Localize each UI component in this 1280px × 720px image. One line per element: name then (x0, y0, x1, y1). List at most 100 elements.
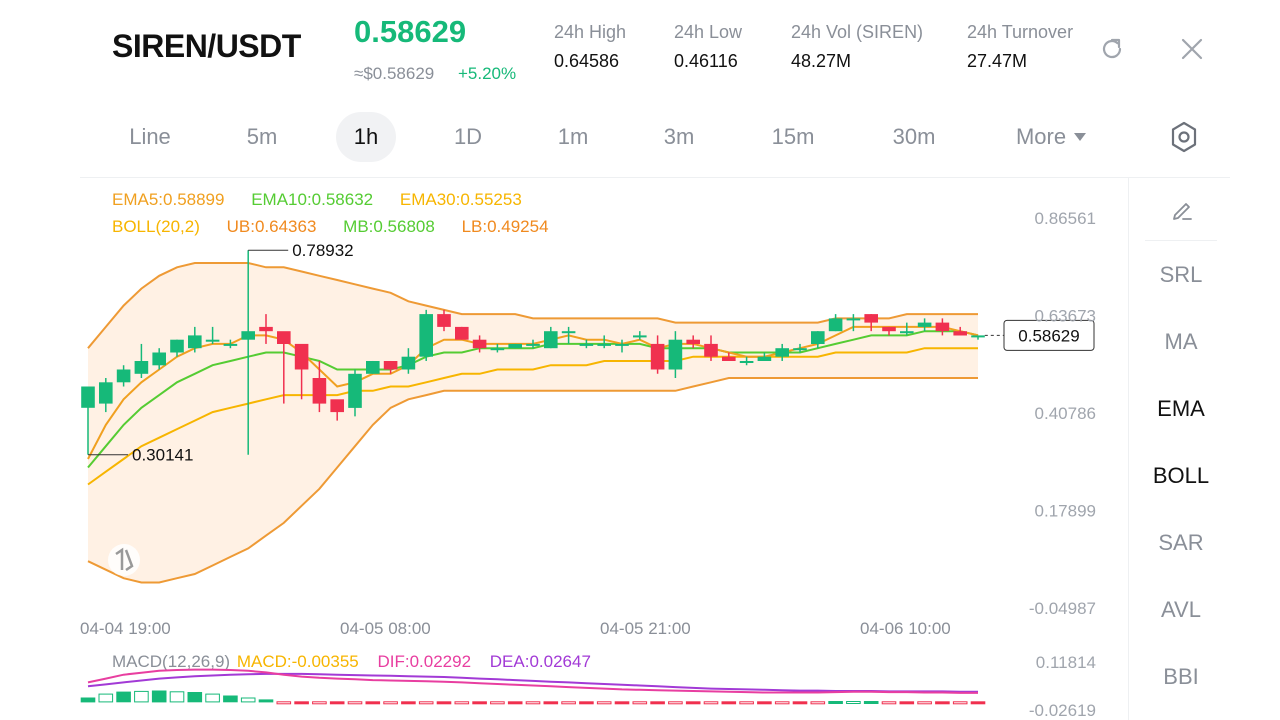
candle-body (757, 356, 772, 361)
indicator-ema[interactable]: EMA (1157, 396, 1205, 421)
tab-line[interactable]: Line (129, 124, 171, 149)
pair-title: SIREN/USDT (112, 28, 301, 64)
macd-hist-bar (507, 701, 523, 705)
macd-hist-bar (596, 701, 612, 705)
candle-body (401, 356, 416, 370)
candle-body (579, 343, 594, 346)
macd-hist-bar (187, 692, 203, 703)
tab-1h[interactable]: 1h (336, 112, 396, 162)
macd-hist-bar (223, 695, 238, 703)
price-markers: 0.78932 0.30141 0.58629 (88, 241, 1095, 465)
macd-histogram (80, 690, 986, 705)
macd-hist-bar (614, 701, 630, 705)
candle-body (739, 361, 754, 363)
stat-value: 0.46116 (674, 51, 738, 71)
dea-line (87, 672, 978, 693)
macd-value-label: MACD:-0.00355 (236, 652, 359, 671)
tab-more[interactable]: More (1006, 112, 1096, 162)
macd-hist-bar (721, 701, 737, 705)
macd-hist-bar (917, 701, 932, 705)
macd-hist-bar (418, 701, 434, 705)
tab-30m[interactable]: 30m (892, 124, 936, 149)
tab-1m[interactable]: 1m (557, 124, 589, 149)
refresh-icon[interactable] (1097, 34, 1127, 64)
candle-body (508, 343, 522, 349)
candles (81, 250, 985, 455)
candle-body (277, 331, 291, 344)
pencil-icon[interactable] (1169, 196, 1195, 222)
macd-hist-bar (116, 691, 131, 703)
indicator-srl[interactable]: SRL (1159, 262, 1203, 287)
candle-body (650, 343, 665, 370)
current-price-box (1003, 319, 1095, 351)
tab-1d[interactable]: 1D (453, 124, 483, 149)
candle-body (366, 361, 380, 374)
candle-body (490, 348, 505, 351)
timeframe-tabs: Line 5m 1h 1D 1m 3m 15m 30m More (0, 112, 1280, 162)
indicator-boll[interactable]: BOLL (1152, 463, 1210, 488)
candle-body (116, 369, 131, 383)
side-divider (1145, 240, 1217, 241)
indicator-sar[interactable]: SAR (1158, 530, 1204, 555)
macd-hist-bar (454, 701, 470, 705)
boll-band-fill (88, 263, 978, 583)
stat-label: 24h Vol (SIREN) (791, 22, 924, 42)
candlestick-chart[interactable]: 0.78932 0.30141 0.58629 0.86561 0.63673 0.40… (0, 178, 1128, 648)
hexagon-gear-icon[interactable] (1168, 120, 1200, 154)
indicator-ma[interactable]: MA (1164, 329, 1198, 354)
indicator-avl[interactable]: AVL (1161, 597, 1201, 622)
candle-body (312, 378, 327, 404)
candle-body (419, 314, 433, 357)
more-label: More (1015, 124, 1067, 149)
macd-hist-bar (436, 701, 452, 705)
macd-hist-bar (205, 693, 220, 703)
time-axis: 04-04 19:00 04-05 08:00 04-05 21:00 04-06 1… (80, 619, 951, 638)
macd-chart[interactable]: 0.11814 -0.02619 (0, 648, 1128, 720)
macd-hist-bar (258, 699, 274, 703)
close-icon[interactable] (1177, 34, 1207, 64)
candle-body (152, 352, 166, 366)
price-tick-label: 0.17899 (1035, 502, 1096, 521)
stat-label: 24h High (554, 22, 627, 42)
macd-hist-bar (472, 701, 487, 705)
macd-hist-bar (703, 701, 719, 705)
candle-body (793, 348, 807, 351)
candle-body (971, 335, 985, 338)
macd-hist-bar (632, 701, 648, 705)
candle-body (330, 399, 344, 413)
boll-ub-label: UB:0.64363 (226, 217, 317, 236)
tab-15m[interactable]: 15m (771, 124, 815, 149)
ema30-line (87, 347, 978, 486)
indicator-bbi[interactable]: BBI (1163, 664, 1199, 689)
tab-5m[interactable]: 5m (246, 124, 278, 149)
candle-body (544, 331, 558, 349)
candle-body (704, 343, 718, 357)
candle-body (170, 339, 184, 353)
macd-hist-bar (312, 701, 327, 705)
macd-hist-bar (134, 690, 149, 703)
candle-body (472, 339, 487, 349)
ema10-label: EMA10:0.58632 (251, 190, 374, 209)
price-axis: 0.86561 0.63673 0.40786 0.17899 -0.04987 (1029, 209, 1096, 618)
dif-label: DIF:0.02292 (377, 652, 472, 671)
candle-body (561, 331, 576, 334)
candle-body (882, 326, 896, 332)
candle-body (455, 326, 469, 340)
candle-body (900, 331, 914, 334)
stat-turnover: 24h Turnover 27.47M (967, 22, 1087, 72)
macd-hist-bar (792, 701, 808, 705)
macd-hist-bar (525, 701, 541, 705)
ema10-line (87, 330, 979, 469)
change-percent: +5.20% (458, 64, 517, 83)
macd-hist-bar (347, 701, 363, 705)
tabs-divider (80, 177, 1230, 178)
macd-hist-bar (543, 701, 559, 705)
candle-body (526, 343, 540, 346)
ema30-label: EMA30:0.55253 (399, 190, 522, 209)
boll-mb-label: MB:0.56808 (343, 217, 435, 236)
macd-hist-bar (561, 701, 576, 705)
time-tick-label: 04-05 08:00 (340, 619, 431, 638)
candle-body (722, 356, 736, 361)
tab-3m[interactable]: 3m (663, 124, 695, 149)
macd-hist-bar (329, 701, 345, 705)
